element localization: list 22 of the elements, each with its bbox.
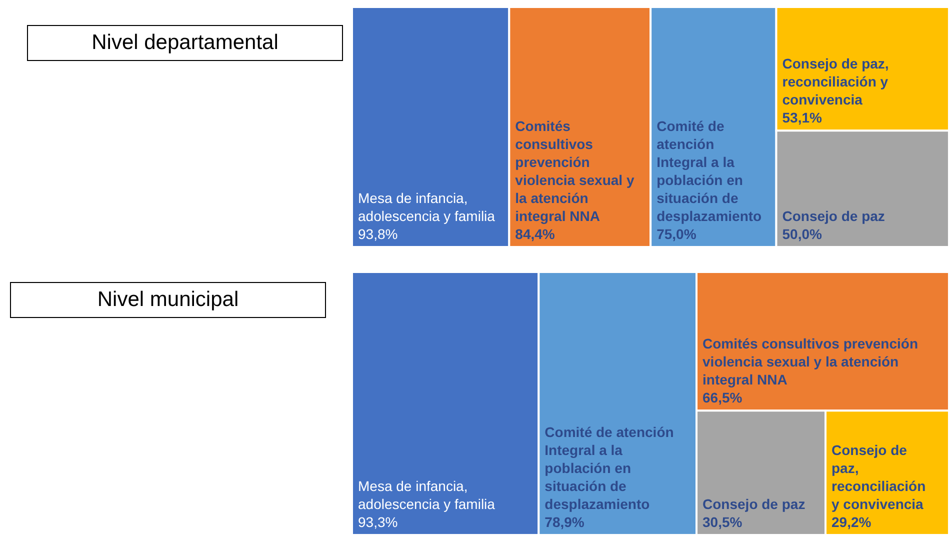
data-label: 30,5% [702,514,743,530]
data-label: 84,4% [515,226,556,242]
data-label: 75,0% [656,226,697,242]
category-label: Comités consultivos prevención violencia sexual y la atención integral NNA [515,118,634,224]
data-label: 93,8% [358,226,398,242]
category-label: Consejo de paz [702,496,806,512]
category-label: Comité de atención Integral a la población en situación de desplazamiento [544,424,674,512]
category-label: Consejo de paz [782,208,885,224]
category-label: Mesa de infancia, adolescencia y familia [358,478,496,512]
data-label: 66,5% [702,390,743,406]
category-label: Comité de atención Integral a la población en situación de desplazamiento [656,118,762,224]
data-label: 50,0% [782,226,822,242]
data-label: 78,9% [544,514,585,530]
data-label: 53,1% [782,110,822,126]
category-label: Mesa de infancia, adolescencia y familia [358,190,496,224]
category-label: Comités consultivos prevención violencia sexual y la atención integral NNA [702,336,918,388]
data-label: 29,2% [832,514,872,530]
category-label: Consejo de paz, reconciliación y convivencia [832,442,926,512]
data-label: 93,3% [358,514,398,530]
text: Nivel departamental [27,25,343,61]
category-label: Consejo de paz, reconciliación y convivencia [782,56,889,108]
text: Nivel municipal [10,282,326,318]
